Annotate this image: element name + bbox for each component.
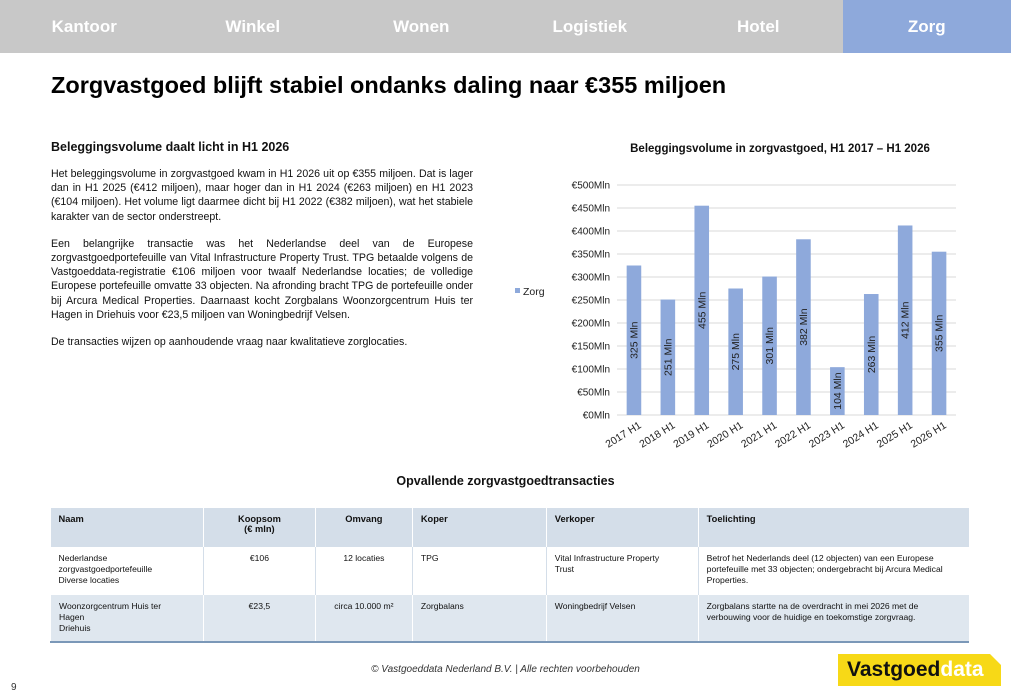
y-tick-label: €450Mln xyxy=(572,204,610,215)
table-row: Nederlandse zorgvastgoedportefeuille Div… xyxy=(50,547,969,595)
y-tick-label: €350Mln xyxy=(572,250,610,261)
cell-koopsom: €106 xyxy=(202,547,316,595)
bar xyxy=(931,251,947,415)
x-tick-label: 2025 H1 xyxy=(875,419,915,450)
x-tick-label: 2024 H1 xyxy=(841,419,881,450)
section-body: Het beleggingsvolume in zorgvastgoed kwa… xyxy=(51,167,473,362)
y-tick-label: €200Mln xyxy=(572,319,610,330)
y-tick-label: €150Mln xyxy=(572,342,610,353)
x-tick-label: 2021 H1 xyxy=(739,419,779,450)
tab-hotel[interactable]: Hotel xyxy=(737,16,780,36)
table-header-row: Naam Koopsom (€ mln) Omvang Koper Verkop… xyxy=(50,508,969,547)
paragraph-2: Een belangrijke transactie was het Neder… xyxy=(51,237,473,321)
chart-title: Beleggingsvolume in zorgvastgoed, H1 201… xyxy=(630,143,930,155)
bar xyxy=(660,299,676,415)
cell-toelichting: Zorgbalans startte na de overdracht in m… xyxy=(697,595,969,643)
bar xyxy=(796,239,811,415)
cell-verkoper: Vital Infrastructure Property Trust xyxy=(545,547,699,595)
y-tick-label: €0Mln xyxy=(583,411,610,422)
table-title: Opvallende zorgvastgoedtransacties xyxy=(396,474,615,488)
x-tick-label: 2017 H1 xyxy=(604,419,644,450)
data-label: 455 Mln xyxy=(696,292,708,330)
bar xyxy=(626,265,642,415)
header-omvang: Omvang xyxy=(314,508,413,547)
data-label: 263 Mln xyxy=(866,336,878,374)
header-koopsom: Koopsom (€ mln) xyxy=(202,508,316,547)
cell-naam: Woonzorgcentrum Huis ter Hagen Driehuis xyxy=(50,595,204,643)
sector-tabs: Kantoor Winkel Wonen Logistiek Hotel Zor… xyxy=(0,0,1011,53)
cell-koper: Zorgbalans xyxy=(411,595,547,643)
copyright-footer: © Vastgoeddata Nederland B.V. | Alle rec… xyxy=(371,664,640,675)
cell-verkoper: Woningbedrijf Velsen xyxy=(545,595,699,643)
tab-wonen[interactable]: Wonen xyxy=(393,16,450,36)
x-tick-label: 2018 H1 xyxy=(637,419,677,450)
x-tick-label: 2022 H1 xyxy=(773,419,813,450)
x-tick-label: 2023 H1 xyxy=(807,419,847,450)
legend-swatch xyxy=(515,288,520,293)
header-verkoper: Verkoper xyxy=(545,508,699,547)
bar xyxy=(762,276,777,415)
cell-koopsom: €23,5 xyxy=(202,595,316,643)
y-tick-label: €500Mln xyxy=(572,181,610,192)
x-tick-label: 2019 H1 xyxy=(671,419,711,450)
paragraph-1: Het beleggingsvolume in zorgvastgoed kwa… xyxy=(51,168,473,223)
y-tick-label: €300Mln xyxy=(572,273,610,284)
header-naam: Naam xyxy=(50,508,204,547)
tab-zorg[interactable]: Zorg xyxy=(842,0,1011,53)
data-label: 251 Mln xyxy=(662,338,674,376)
vastgoeddata-logo: Vastgoed data xyxy=(838,654,1001,686)
legend-label: Zorg xyxy=(523,286,545,298)
header-koper: Koper xyxy=(411,508,547,547)
header-toelichting: Toelichting xyxy=(697,508,969,547)
tab-logistiek[interactable]: Logistiek xyxy=(552,16,628,36)
bar xyxy=(897,225,913,415)
x-tick-label: 2020 H1 xyxy=(705,419,745,450)
y-tick-label: €250Mln xyxy=(572,296,610,307)
tab-kantoor[interactable]: Kantoor xyxy=(51,16,117,36)
table-row: Woonzorgcentrum Huis ter Hagen Driehuis … xyxy=(50,595,969,643)
y-tick-label: €50Mln xyxy=(577,388,610,399)
paragraph-3: De transacties wijzen op aanhoudende vra… xyxy=(51,336,408,349)
bar xyxy=(863,294,879,415)
cell-naam: Nederlandse zorgvastgoedportefeuille Div… xyxy=(50,547,204,595)
section-title: Beleggingsvolume daalt licht in H1 2026 xyxy=(51,140,290,154)
data-label: 275 Mln xyxy=(730,333,742,371)
data-label: 382 Mln xyxy=(798,308,810,346)
transactions-table: Naam Koopsom (€ mln) Omvang Koper Verkop… xyxy=(50,508,969,643)
tab-winkel[interactable]: Winkel xyxy=(225,16,281,36)
bar xyxy=(694,205,710,415)
data-label: 355 Mln xyxy=(934,315,946,353)
x-tick-label: 2026 H1 xyxy=(909,419,949,450)
logo-text-part2: data xyxy=(940,658,984,681)
data-label: 412 Mln xyxy=(900,301,912,339)
bar xyxy=(830,367,845,415)
page-title: Zorgvastgoed blijft stabiel ondanks dali… xyxy=(51,72,727,98)
data-label: 301 Mln xyxy=(764,327,776,365)
y-tick-label: €100Mln xyxy=(572,365,610,376)
logo-text-part1: Vastgoed xyxy=(847,658,941,681)
data-label: 104 Mln xyxy=(832,372,844,410)
bar xyxy=(728,288,743,415)
cell-omvang: 12 locaties xyxy=(314,547,413,595)
data-label: 325 Mln xyxy=(628,321,640,359)
cell-koper: TPG xyxy=(411,547,547,595)
investment-volume-chart: €0Mln €50Mln €100Mln €150Mln €200Mln €250Mln €… xyxy=(515,181,956,451)
page-number: 9 xyxy=(11,682,17,693)
cell-toelichting: Betrof het Nederlands deel (12 objecten)… xyxy=(697,547,969,595)
cell-omvang: circa 10.000 m² xyxy=(314,595,413,643)
y-tick-label: €400Mln xyxy=(572,227,610,238)
